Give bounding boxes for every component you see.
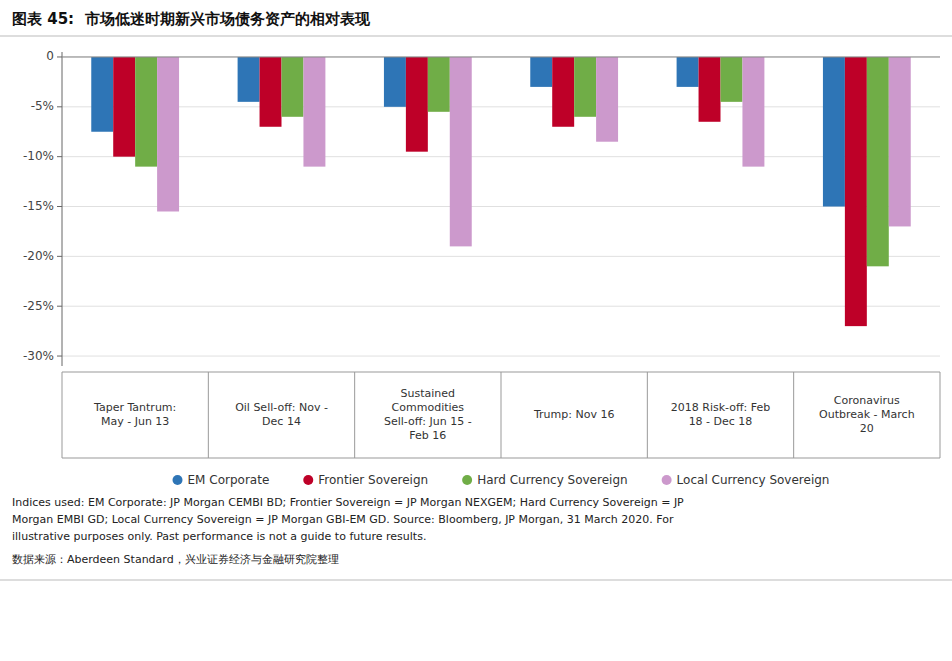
table-border xyxy=(208,372,209,458)
category-label-line: Feb 16 xyxy=(409,429,446,442)
title-rule xyxy=(0,36,952,37)
legend-label: Local Currency Sovereign xyxy=(677,473,830,487)
bar xyxy=(721,57,743,102)
grid-line xyxy=(62,306,940,307)
category-label: Taper Tantrum:May - Jun 13 xyxy=(93,401,176,428)
bar xyxy=(845,57,867,326)
y-tick-label: -30% xyxy=(23,349,54,363)
grid-line xyxy=(62,356,940,357)
y-tick xyxy=(57,106,62,107)
y-tick xyxy=(57,206,62,207)
y-tick xyxy=(57,356,62,357)
bar xyxy=(867,57,889,266)
bar xyxy=(384,57,406,107)
category-label-line: May - Jun 13 xyxy=(101,415,169,428)
legend-label: Frontier Sovereign xyxy=(318,473,428,487)
annotation: Morgan EMBI GD; Local Currency Sovereign… xyxy=(12,513,674,526)
bar xyxy=(574,57,596,117)
table-border xyxy=(62,372,63,458)
zero-line xyxy=(62,56,940,57)
y-axis-line xyxy=(62,52,63,366)
y-tick xyxy=(57,306,62,307)
category-label-line: Coronavirus xyxy=(834,394,900,407)
bar xyxy=(113,57,135,157)
category-table: Taper Tantrum:May - Jun 13 Oil Sell-off: … xyxy=(62,372,940,458)
category-label: SustainedCommoditiesSell-off: Jun 15 -Fe… xyxy=(384,387,472,442)
category-label-line: Commodities xyxy=(392,401,465,414)
y-tick-label: -10% xyxy=(23,149,54,163)
legend-swatch xyxy=(173,475,183,485)
grid-line xyxy=(62,56,940,57)
bar xyxy=(91,57,113,132)
category-label: Oil Sell-off: Nov -Dec 14 xyxy=(235,401,328,428)
bar xyxy=(157,57,179,212)
chart: 图表 45: 市场低迷时期新兴市场债务资产的相对表现 0 -5% -10% -15% -2… xyxy=(0,0,952,661)
y-tick xyxy=(57,156,62,157)
legend-swatch xyxy=(303,475,313,485)
bar xyxy=(742,57,764,167)
category-label: Trump: Nov 16 xyxy=(533,408,614,421)
y-tick-label: -15% xyxy=(23,199,54,213)
table-border xyxy=(501,372,502,458)
table-border xyxy=(940,372,941,458)
legend-item: EM Corporate xyxy=(173,473,270,487)
y-tick-label: -20% xyxy=(23,249,54,263)
legend-label: EM Corporate xyxy=(188,473,270,487)
bar xyxy=(552,57,574,127)
bar xyxy=(303,57,325,167)
category-label-line: Dec 14 xyxy=(262,415,301,428)
grid-line xyxy=(62,156,940,157)
bar xyxy=(530,57,552,87)
bar xyxy=(596,57,618,142)
grid-line xyxy=(62,106,940,107)
y-tick-label: 0 xyxy=(46,49,54,63)
annotation: illustrative purposes only. Past perform… xyxy=(12,530,426,543)
bar xyxy=(450,57,472,246)
category-label: CoronavirusOutbreak - March20 xyxy=(819,394,915,435)
bar xyxy=(282,57,304,117)
legend-item: Hard Currency Sovereign xyxy=(462,473,627,487)
y-tick-label: -25% xyxy=(23,299,54,313)
bar xyxy=(260,57,282,127)
y-axis: 0 -5% -10% -15% -20% -25% -30% xyxy=(23,49,940,362)
bar xyxy=(406,57,428,152)
bar xyxy=(238,57,260,102)
annotation: 数据来源：Aberdeen Standard，兴业证券经济与金融研究院整理 xyxy=(12,553,339,566)
annotation: Indices used: EM Corporate: JP Morgan CE… xyxy=(12,496,684,509)
bar xyxy=(135,57,157,167)
bar xyxy=(823,57,845,207)
y-tick xyxy=(57,256,62,257)
legend-item: Frontier Sovereign xyxy=(303,473,428,487)
title: 图表 45: 市场低迷时期新兴市场债务资产的相对表现 xyxy=(12,10,371,28)
category-label-line: Oil Sell-off: Nov - xyxy=(235,401,328,414)
table-border xyxy=(354,372,355,458)
bottom-rule xyxy=(0,580,952,581)
bars xyxy=(91,57,910,326)
category-label-line: 20 xyxy=(860,422,874,435)
category-label-line: 18 - Dec 18 xyxy=(689,415,753,428)
category-label-line: Sustained xyxy=(401,387,456,400)
category-label-line: Trump: Nov 16 xyxy=(533,408,614,421)
grid-line xyxy=(62,256,940,257)
table-border xyxy=(647,372,648,458)
y-tick-label: -5% xyxy=(31,99,54,113)
category-label-line: Outbreak - March xyxy=(819,408,915,421)
legend-swatch xyxy=(462,475,472,485)
legend: EM Corporate Frontier Sovereign Hard Curre… xyxy=(173,473,830,487)
category-label: 2018 Risk-off: Feb18 - Dec 18 xyxy=(671,401,770,428)
bar xyxy=(699,57,721,122)
table-border xyxy=(793,372,794,458)
y-tick xyxy=(57,56,62,57)
grid-line xyxy=(62,206,940,207)
bar xyxy=(428,57,450,112)
legend-swatch xyxy=(662,475,672,485)
legend-label: Hard Currency Sovereign xyxy=(477,473,627,487)
bar xyxy=(677,57,699,87)
category-label-line: Sell-off: Jun 15 - xyxy=(384,415,472,428)
legend-item: Local Currency Sovereign xyxy=(662,473,830,487)
category-label-line: 2018 Risk-off: Feb xyxy=(671,401,770,414)
bar xyxy=(889,57,911,226)
category-label-line: Taper Tantrum: xyxy=(93,401,176,414)
